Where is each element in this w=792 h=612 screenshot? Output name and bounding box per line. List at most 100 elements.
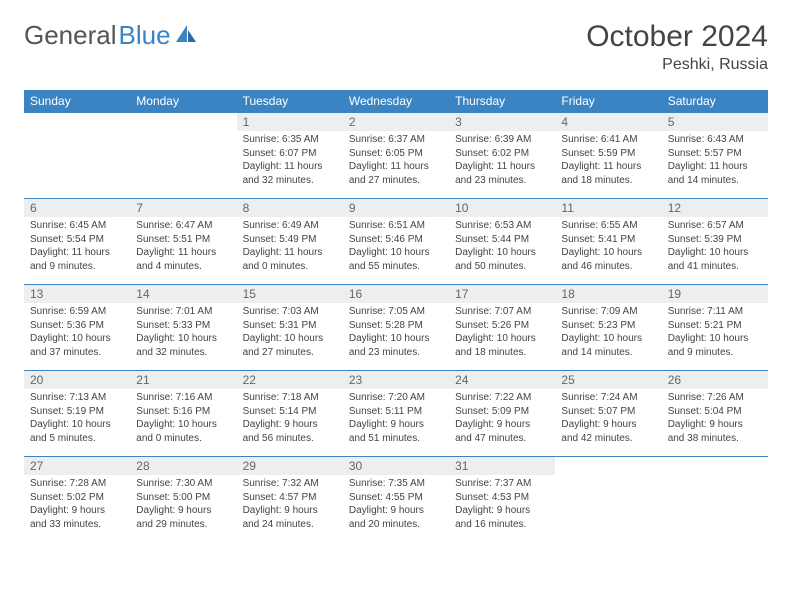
day-number: 22 xyxy=(237,371,343,389)
day-details: Sunrise: 6:59 AMSunset: 5:36 PMDaylight:… xyxy=(24,303,130,363)
calendar-body: ....1Sunrise: 6:35 AMSunset: 6:07 PMDayl… xyxy=(24,113,768,543)
calendar-cell: 1Sunrise: 6:35 AMSunset: 6:07 PMDaylight… xyxy=(237,113,343,199)
calendar-cell: 16Sunrise: 7:05 AMSunset: 5:28 PMDayligh… xyxy=(343,285,449,371)
day-details: Sunrise: 7:35 AMSunset: 4:55 PMDaylight:… xyxy=(343,475,449,535)
weekday-header: Tuesday xyxy=(237,90,343,113)
calendar-cell: 9Sunrise: 6:51 AMSunset: 5:46 PMDaylight… xyxy=(343,199,449,285)
calendar-cell: 31Sunrise: 7:37 AMSunset: 4:53 PMDayligh… xyxy=(449,457,555,543)
day-number: 21 xyxy=(130,371,236,389)
weekday-header: Monday xyxy=(130,90,236,113)
calendar-cell: 23Sunrise: 7:20 AMSunset: 5:11 PMDayligh… xyxy=(343,371,449,457)
day-number: 27 xyxy=(24,457,130,475)
calendar-cell: 4Sunrise: 6:41 AMSunset: 5:59 PMDaylight… xyxy=(555,113,661,199)
weekday-header: Friday xyxy=(555,90,661,113)
calendar-cell: 5Sunrise: 6:43 AMSunset: 5:57 PMDaylight… xyxy=(662,113,768,199)
calendar-cell: 18Sunrise: 7:09 AMSunset: 5:23 PMDayligh… xyxy=(555,285,661,371)
weekday-header: Thursday xyxy=(449,90,555,113)
calendar-cell: 13Sunrise: 6:59 AMSunset: 5:36 PMDayligh… xyxy=(24,285,130,371)
calendar-cell: 27Sunrise: 7:28 AMSunset: 5:02 PMDayligh… xyxy=(24,457,130,543)
header: GeneralBlue October 2024 Peshki, Russia xyxy=(24,20,768,74)
day-number: 17 xyxy=(449,285,555,303)
day-details: Sunrise: 6:43 AMSunset: 5:57 PMDaylight:… xyxy=(662,131,768,191)
calendar-cell: .. xyxy=(130,113,236,199)
day-details: Sunrise: 7:11 AMSunset: 5:21 PMDaylight:… xyxy=(662,303,768,363)
month-title: October 2024 xyxy=(586,20,768,54)
calendar-cell: 7Sunrise: 6:47 AMSunset: 5:51 PMDaylight… xyxy=(130,199,236,285)
logo-text-1: General xyxy=(24,20,117,51)
day-details: Sunrise: 6:49 AMSunset: 5:49 PMDaylight:… xyxy=(237,217,343,277)
calendar-cell: 29Sunrise: 7:32 AMSunset: 4:57 PMDayligh… xyxy=(237,457,343,543)
calendar-cell: 6Sunrise: 6:45 AMSunset: 5:54 PMDaylight… xyxy=(24,199,130,285)
calendar-cell: 21Sunrise: 7:16 AMSunset: 5:16 PMDayligh… xyxy=(130,371,236,457)
day-details: Sunrise: 7:03 AMSunset: 5:31 PMDaylight:… xyxy=(237,303,343,363)
day-details: Sunrise: 7:20 AMSunset: 5:11 PMDaylight:… xyxy=(343,389,449,449)
calendar-cell: 24Sunrise: 7:22 AMSunset: 5:09 PMDayligh… xyxy=(449,371,555,457)
calendar-row: 6Sunrise: 6:45 AMSunset: 5:54 PMDaylight… xyxy=(24,199,768,285)
day-details: Sunrise: 7:28 AMSunset: 5:02 PMDaylight:… xyxy=(24,475,130,535)
logo: GeneralBlue xyxy=(24,20,197,51)
day-number: 26 xyxy=(662,371,768,389)
day-details: Sunrise: 7:13 AMSunset: 5:19 PMDaylight:… xyxy=(24,389,130,449)
day-details: Sunrise: 7:16 AMSunset: 5:16 PMDaylight:… xyxy=(130,389,236,449)
day-details: Sunrise: 7:30 AMSunset: 5:00 PMDaylight:… xyxy=(130,475,236,535)
day-number: 24 xyxy=(449,371,555,389)
day-number: 28 xyxy=(130,457,236,475)
calendar-row: 13Sunrise: 6:59 AMSunset: 5:36 PMDayligh… xyxy=(24,285,768,371)
day-number: 23 xyxy=(343,371,449,389)
calendar-cell: 12Sunrise: 6:57 AMSunset: 5:39 PMDayligh… xyxy=(662,199,768,285)
calendar-row: 20Sunrise: 7:13 AMSunset: 5:19 PMDayligh… xyxy=(24,371,768,457)
day-details: Sunrise: 6:53 AMSunset: 5:44 PMDaylight:… xyxy=(449,217,555,277)
calendar-cell: 14Sunrise: 7:01 AMSunset: 5:33 PMDayligh… xyxy=(130,285,236,371)
calendar-cell: 17Sunrise: 7:07 AMSunset: 5:26 PMDayligh… xyxy=(449,285,555,371)
day-number: 29 xyxy=(237,457,343,475)
day-details: Sunrise: 7:07 AMSunset: 5:26 PMDaylight:… xyxy=(449,303,555,363)
day-details: Sunrise: 6:55 AMSunset: 5:41 PMDaylight:… xyxy=(555,217,661,277)
day-details: Sunrise: 6:35 AMSunset: 6:07 PMDaylight:… xyxy=(237,131,343,191)
day-number: 8 xyxy=(237,199,343,217)
day-number: 31 xyxy=(449,457,555,475)
day-details: Sunrise: 7:18 AMSunset: 5:14 PMDaylight:… xyxy=(237,389,343,449)
calendar-cell: 15Sunrise: 7:03 AMSunset: 5:31 PMDayligh… xyxy=(237,285,343,371)
day-details: Sunrise: 7:01 AMSunset: 5:33 PMDaylight:… xyxy=(130,303,236,363)
weekday-header: Wednesday xyxy=(343,90,449,113)
day-number: 25 xyxy=(555,371,661,389)
day-number: 10 xyxy=(449,199,555,217)
day-number: 4 xyxy=(555,113,661,131)
calendar-cell: .. xyxy=(555,457,661,543)
calendar-cell: 26Sunrise: 7:26 AMSunset: 5:04 PMDayligh… xyxy=(662,371,768,457)
day-number: 6 xyxy=(24,199,130,217)
day-number: 9 xyxy=(343,199,449,217)
day-number: 3 xyxy=(449,113,555,131)
calendar-cell: .. xyxy=(24,113,130,199)
day-details: Sunrise: 7:26 AMSunset: 5:04 PMDaylight:… xyxy=(662,389,768,449)
day-number: 14 xyxy=(130,285,236,303)
weekday-header: Sunday xyxy=(24,90,130,113)
weekday-header: Saturday xyxy=(662,90,768,113)
day-details: Sunrise: 7:32 AMSunset: 4:57 PMDaylight:… xyxy=(237,475,343,535)
calendar-row: ....1Sunrise: 6:35 AMSunset: 6:07 PMDayl… xyxy=(24,113,768,199)
calendar-head: SundayMondayTuesdayWednesdayThursdayFrid… xyxy=(24,90,768,113)
calendar-cell: 28Sunrise: 7:30 AMSunset: 5:00 PMDayligh… xyxy=(130,457,236,543)
calendar-cell: 10Sunrise: 6:53 AMSunset: 5:44 PMDayligh… xyxy=(449,199,555,285)
day-number: 30 xyxy=(343,457,449,475)
calendar-row: 27Sunrise: 7:28 AMSunset: 5:02 PMDayligh… xyxy=(24,457,768,543)
day-details: Sunrise: 6:41 AMSunset: 5:59 PMDaylight:… xyxy=(555,131,661,191)
day-number: 5 xyxy=(662,113,768,131)
day-number: 16 xyxy=(343,285,449,303)
day-number: 13 xyxy=(24,285,130,303)
day-details: Sunrise: 7:05 AMSunset: 5:28 PMDaylight:… xyxy=(343,303,449,363)
day-details: Sunrise: 6:37 AMSunset: 6:05 PMDaylight:… xyxy=(343,131,449,191)
calendar-cell: 3Sunrise: 6:39 AMSunset: 6:02 PMDaylight… xyxy=(449,113,555,199)
day-number: 11 xyxy=(555,199,661,217)
calendar-cell: .. xyxy=(662,457,768,543)
calendar-cell: 2Sunrise: 6:37 AMSunset: 6:05 PMDaylight… xyxy=(343,113,449,199)
day-details: Sunrise: 6:57 AMSunset: 5:39 PMDaylight:… xyxy=(662,217,768,277)
day-details: Sunrise: 6:39 AMSunset: 6:02 PMDaylight:… xyxy=(449,131,555,191)
calendar-cell: 11Sunrise: 6:55 AMSunset: 5:41 PMDayligh… xyxy=(555,199,661,285)
calendar-cell: 8Sunrise: 6:49 AMSunset: 5:49 PMDaylight… xyxy=(237,199,343,285)
day-details: Sunrise: 6:45 AMSunset: 5:54 PMDaylight:… xyxy=(24,217,130,277)
day-number: 20 xyxy=(24,371,130,389)
day-number: 2 xyxy=(343,113,449,131)
calendar-cell: 22Sunrise: 7:18 AMSunset: 5:14 PMDayligh… xyxy=(237,371,343,457)
day-details: Sunrise: 6:47 AMSunset: 5:51 PMDaylight:… xyxy=(130,217,236,277)
